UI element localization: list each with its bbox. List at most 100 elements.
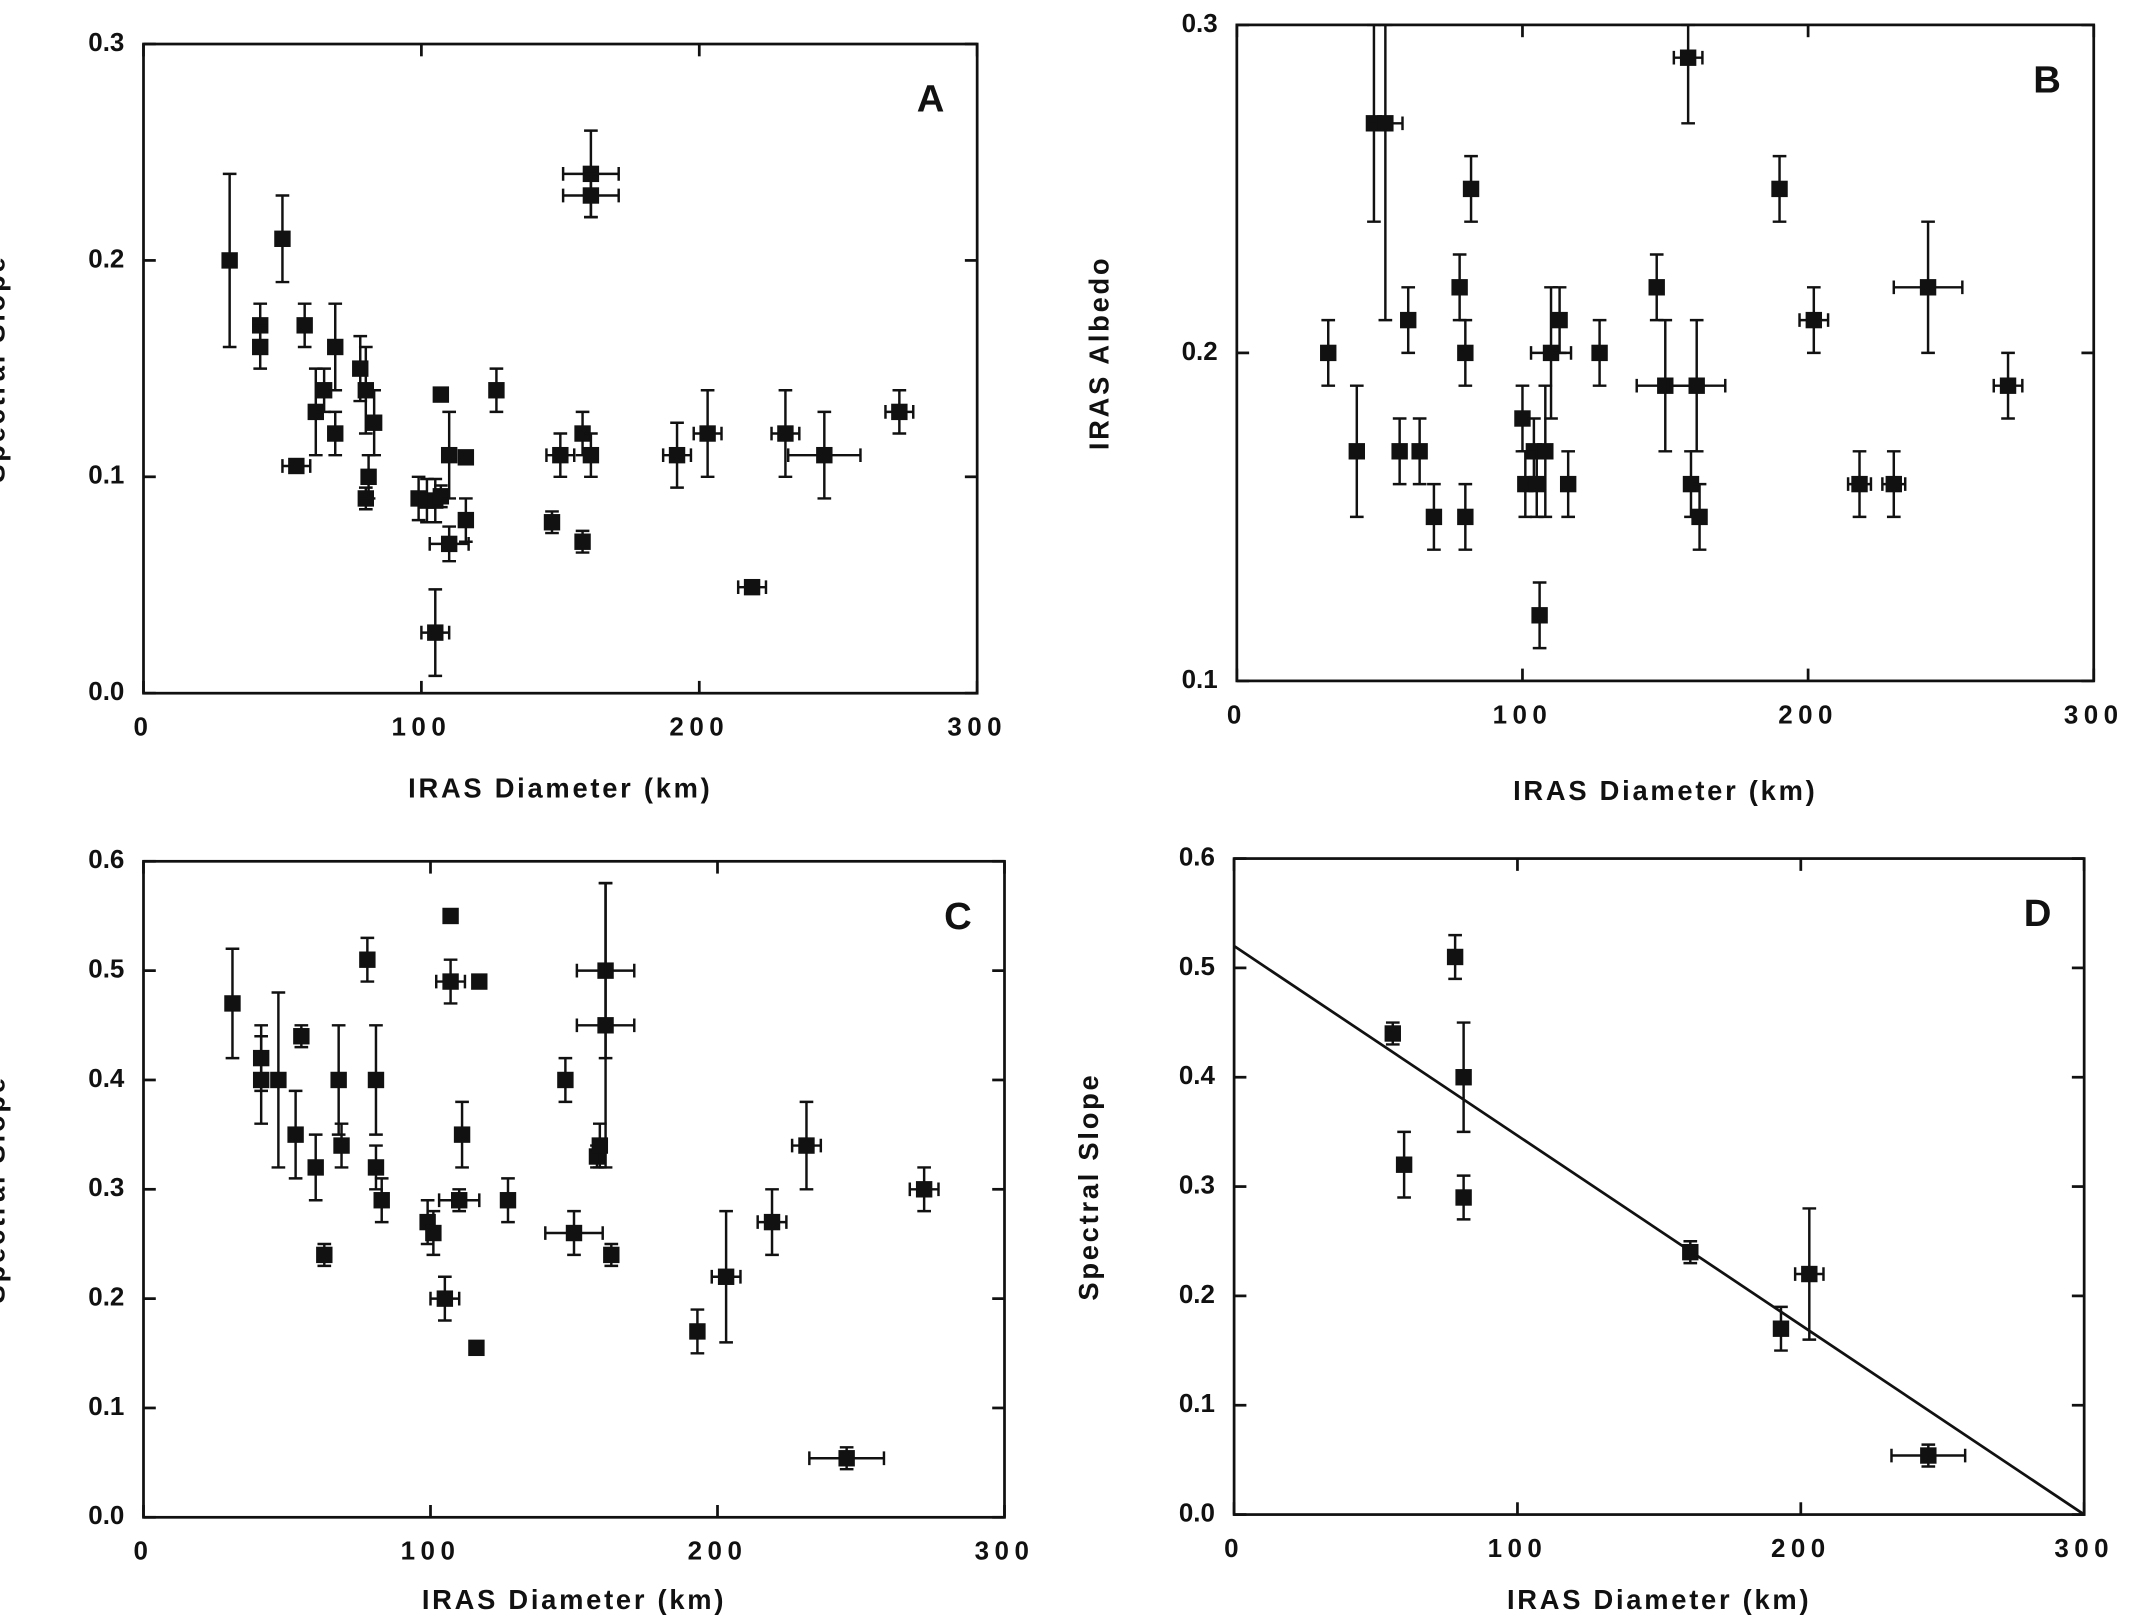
point <box>432 386 450 403</box>
y-tick-label: 0.2 <box>1179 1279 1215 1309</box>
point <box>1455 1069 1472 1086</box>
point <box>1348 443 1365 460</box>
point <box>252 1071 270 1089</box>
point <box>1425 508 1443 526</box>
point <box>1384 1025 1401 1042</box>
point <box>307 403 324 421</box>
point <box>582 187 600 204</box>
point <box>552 446 569 464</box>
point <box>327 338 344 356</box>
point <box>582 446 600 464</box>
point <box>1679 49 1697 66</box>
plot-frame <box>142 42 979 695</box>
x-tick-label: 200 <box>1771 1533 1831 1563</box>
y-tick-label: 0.3 <box>1179 1169 1215 1199</box>
point <box>274 230 291 247</box>
x-tick-label: 300 <box>2054 1533 2114 1563</box>
point <box>293 1028 310 1045</box>
point <box>1771 180 1788 198</box>
point <box>1805 311 1823 329</box>
y-tick-label: 0.0 <box>88 1500 124 1530</box>
point <box>270 1071 287 1089</box>
point <box>743 578 761 596</box>
point <box>352 360 369 377</box>
y-tick-label: 0.1 <box>88 1391 124 1421</box>
point <box>1885 475 1902 493</box>
x-axis-label: IRAS Diameter (km) <box>422 1584 726 1615</box>
y-axis-label: Spectral Slope <box>0 1075 10 1303</box>
point <box>360 468 377 486</box>
y-error-bar <box>1378 23 1393 322</box>
point <box>1451 279 1468 296</box>
point <box>442 907 459 925</box>
point <box>1999 377 2017 394</box>
y-tick-label: 0.2 <box>1182 336 1218 366</box>
point <box>1801 1265 1818 1283</box>
point <box>689 1323 706 1340</box>
plot-frame <box>142 859 1006 1519</box>
y-tick-label: 0.0 <box>88 676 124 706</box>
point <box>1920 1447 1937 1464</box>
point <box>440 446 458 464</box>
point <box>252 338 269 356</box>
point <box>432 488 450 505</box>
point <box>288 457 305 475</box>
point <box>488 382 505 399</box>
point <box>763 1213 781 1231</box>
point <box>1457 344 1474 362</box>
point <box>468 1339 485 1357</box>
y-tick-label: 0.5 <box>88 953 124 983</box>
point <box>471 973 488 990</box>
point <box>327 425 344 442</box>
x-tick-label: 100 <box>401 1536 461 1566</box>
y-tick-label: 0.6 <box>1179 841 1215 871</box>
y-tick-label: 0.2 <box>88 243 124 273</box>
plot-frame <box>1232 857 2086 1516</box>
x-tick-label: 0 <box>134 712 154 742</box>
point <box>1919 279 1937 296</box>
point <box>915 1181 933 1198</box>
point <box>798 1137 815 1154</box>
point <box>316 1246 333 1264</box>
x-tick-label: 300 <box>975 1536 1035 1566</box>
x-tick-label: 0 <box>1224 1533 1244 1563</box>
point <box>574 533 591 550</box>
point <box>1559 475 1577 493</box>
point <box>1691 508 1708 526</box>
point <box>440 535 458 553</box>
y-tick-label: 0.4 <box>88 1063 125 1093</box>
x-tick-label: 200 <box>669 712 729 742</box>
point <box>1851 475 1868 493</box>
point <box>1551 311 1568 329</box>
point <box>1400 311 1417 329</box>
point <box>1320 344 1337 362</box>
point <box>1446 948 1464 966</box>
point <box>565 1224 583 1242</box>
y-tick-label: 0.4 <box>1179 1060 1216 1090</box>
point <box>603 1246 620 1264</box>
point <box>1682 475 1700 493</box>
y-error-bar <box>1681 23 1695 125</box>
point <box>315 382 333 399</box>
y-tick-label: 0.1 <box>1179 1388 1215 1418</box>
point <box>717 1268 735 1285</box>
point <box>1455 1189 1472 1206</box>
point <box>1457 508 1474 526</box>
point <box>333 1137 350 1154</box>
point <box>1514 410 1531 427</box>
y-tick-label: 0.1 <box>1182 664 1218 694</box>
point <box>777 425 794 442</box>
x-tick-label: 100 <box>1493 699 1553 729</box>
point <box>1772 1320 1790 1337</box>
x-tick-label: 0 <box>1227 699 1247 729</box>
point <box>359 951 376 968</box>
point <box>668 446 686 464</box>
point <box>427 624 444 641</box>
panel-label: A <box>917 78 945 121</box>
point <box>499 1192 517 1209</box>
point <box>367 1071 385 1089</box>
point <box>367 1159 385 1176</box>
point <box>597 1017 614 1034</box>
point <box>457 449 475 466</box>
